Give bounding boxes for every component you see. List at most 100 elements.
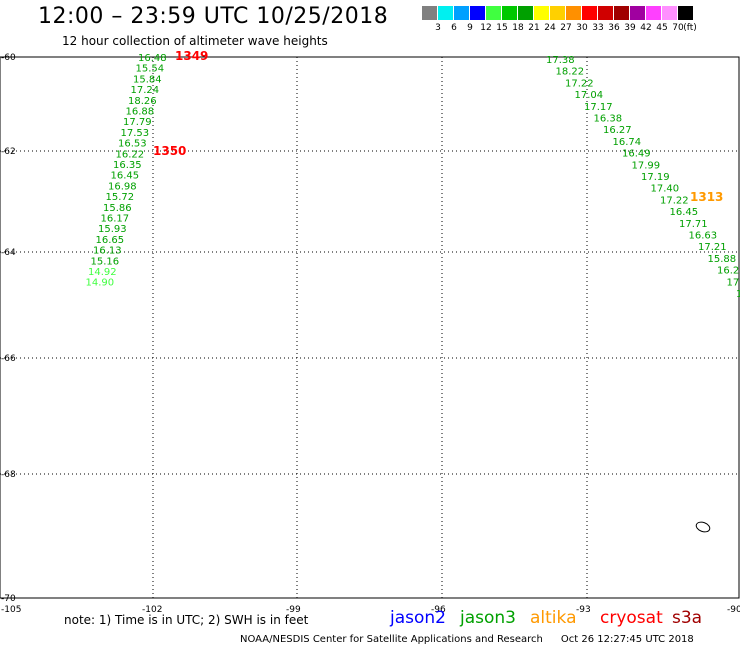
- page-subtitle: 12 hour collection of altimeter wave hei…: [62, 34, 328, 48]
- longitude-label: -102: [142, 605, 162, 615]
- legend-label: 15: [496, 23, 508, 33]
- legend-swatch: [662, 6, 678, 20]
- latitude-label: -60: [1, 53, 16, 63]
- wave-height-value: 16.48: [138, 53, 167, 64]
- legend-swatch: [646, 6, 662, 20]
- wave-height-value: 17.21: [698, 242, 727, 253]
- wave-height-value: 15.84: [133, 74, 162, 85]
- wave-height-value: 16.22: [116, 149, 145, 160]
- legend-label: 30: [576, 23, 588, 33]
- pass-cycle-label: 1313: [690, 190, 723, 204]
- legend-swatch: [438, 6, 454, 20]
- satellite-legend-item: jason3: [460, 608, 516, 628]
- legend-swatch: [486, 6, 502, 20]
- wave-height-value: 17.24: [131, 85, 160, 96]
- legend-label: 42: [640, 23, 652, 33]
- wave-height-value: 16.53: [118, 139, 147, 150]
- wave-height-value: 17.17: [584, 102, 613, 113]
- wave-height-value: 16.38: [594, 114, 623, 125]
- wave-height-value: 18.22: [556, 67, 585, 78]
- wave-height-value: 15.93: [98, 224, 127, 235]
- legend-swatch: [454, 6, 470, 20]
- pass-cycle-label: 1349: [175, 49, 208, 63]
- wave-height-value: 15.88: [708, 254, 737, 265]
- map-border: [0, 56, 740, 599]
- wave-height-value: 18.26: [128, 96, 157, 107]
- legend-label: 9: [467, 23, 473, 33]
- latitude-label: -68: [1, 470, 16, 480]
- latitude-label: -64: [1, 248, 16, 258]
- legend-label: 70: [672, 23, 684, 33]
- legend-swatch: [502, 6, 518, 20]
- color-scale-legend: 3 6 9 12 15 18 21 24 27 30 33 36 39 42 45 70 (ft): [422, 6, 697, 34]
- wave-height-value: 16.17: [101, 214, 130, 225]
- wave-height-value: 16.45: [111, 171, 140, 182]
- legend-label: 33: [592, 23, 604, 33]
- footer-note: note: 1) Time is in UTC; 2) SWH is in fe…: [64, 613, 309, 627]
- legend-label: 24: [544, 23, 556, 33]
- legend-swatch: [678, 6, 694, 20]
- legend-swatch: [422, 6, 438, 20]
- wave-height-value: 17.22: [565, 78, 594, 89]
- legend-label: (ft): [683, 23, 697, 33]
- wave-height-value: 17.53: [121, 128, 150, 139]
- wave-height-value: 14.92: [88, 267, 117, 278]
- legend-swatch: [582, 6, 598, 20]
- wave-height-value: 16.65: [96, 235, 125, 246]
- legend-swatch: [614, 6, 630, 20]
- legend-swatch: [630, 6, 646, 20]
- legend-swatch: [470, 6, 486, 20]
- wave-height-value: 17.71: [679, 219, 708, 230]
- wave-height-value: 17.40: [651, 184, 680, 195]
- longitude-label: -96: [431, 605, 446, 615]
- wave-height-value: 15.16: [91, 256, 120, 267]
- satellite-legend-item: altika: [530, 608, 577, 628]
- credit-text: NOAA/NESDIS Center for Satellite Applica…: [240, 634, 543, 645]
- wave-height-value: 15.86: [103, 203, 132, 214]
- longitude-label: -99: [286, 605, 301, 615]
- wave-height-value: 16.88: [126, 107, 155, 118]
- wave-height-value: 16.49: [622, 149, 651, 160]
- wave-height-value: 15.72: [106, 192, 135, 203]
- longitude-label: -90: [727, 605, 740, 615]
- legend-label: 27: [560, 23, 572, 33]
- latitude-label: -70: [1, 594, 16, 604]
- wave-height-value: 17.04: [575, 90, 604, 101]
- legend-swatch: [598, 6, 614, 20]
- credit-line: NOAA/NESDIS Center for Satellite Applica…: [240, 634, 694, 645]
- wave-height-value: 16.13: [93, 246, 122, 257]
- legend-label: 39: [624, 23, 636, 33]
- wave-height-value: 17.3: [727, 277, 740, 288]
- legend-label: 3: [435, 23, 441, 33]
- wave-height-value: 16.63: [689, 231, 718, 242]
- wave-height-value: 17.22: [660, 195, 689, 206]
- latitude-label: -66: [1, 354, 16, 364]
- wave-height-value: 16.25: [717, 266, 740, 277]
- wave-height-value: 17.99: [632, 160, 661, 171]
- satellite-legend-item: s3a: [672, 608, 703, 628]
- legend-swatch: [518, 6, 534, 20]
- wave-height-value: 16.98: [108, 181, 137, 192]
- wave-height-value: 1: [736, 289, 740, 300]
- pass-cycle-label: 1350: [153, 144, 186, 158]
- legend-swatch: [550, 6, 566, 20]
- color-scale-swatches: [422, 6, 694, 20]
- wave-height-value: 17.79: [123, 117, 152, 128]
- generated-timestamp: Oct 26 12:27:45 UTC 2018: [560, 634, 694, 645]
- legend-label: 45: [656, 23, 668, 33]
- wave-height-value: 17.38: [546, 55, 575, 66]
- longitude-label: -105: [1, 605, 21, 615]
- island-outline: [695, 521, 711, 533]
- satellite-legend-item: jason2: [390, 608, 446, 628]
- wave-height-value: 15.54: [136, 64, 165, 75]
- legend-label: 36: [608, 23, 620, 33]
- satellite-legend-item: cryosat: [600, 608, 663, 628]
- wave-height-value: 16.45: [670, 207, 699, 218]
- legend-label: 21: [528, 23, 540, 33]
- wave-height-value: 16.35: [113, 160, 142, 171]
- latitude-label: -62: [1, 147, 16, 157]
- page-title: 12:00 – 23:59 UTC 10/25/2018: [38, 4, 389, 29]
- longitude-label: -93: [576, 605, 591, 615]
- legend-label: 6: [451, 23, 457, 33]
